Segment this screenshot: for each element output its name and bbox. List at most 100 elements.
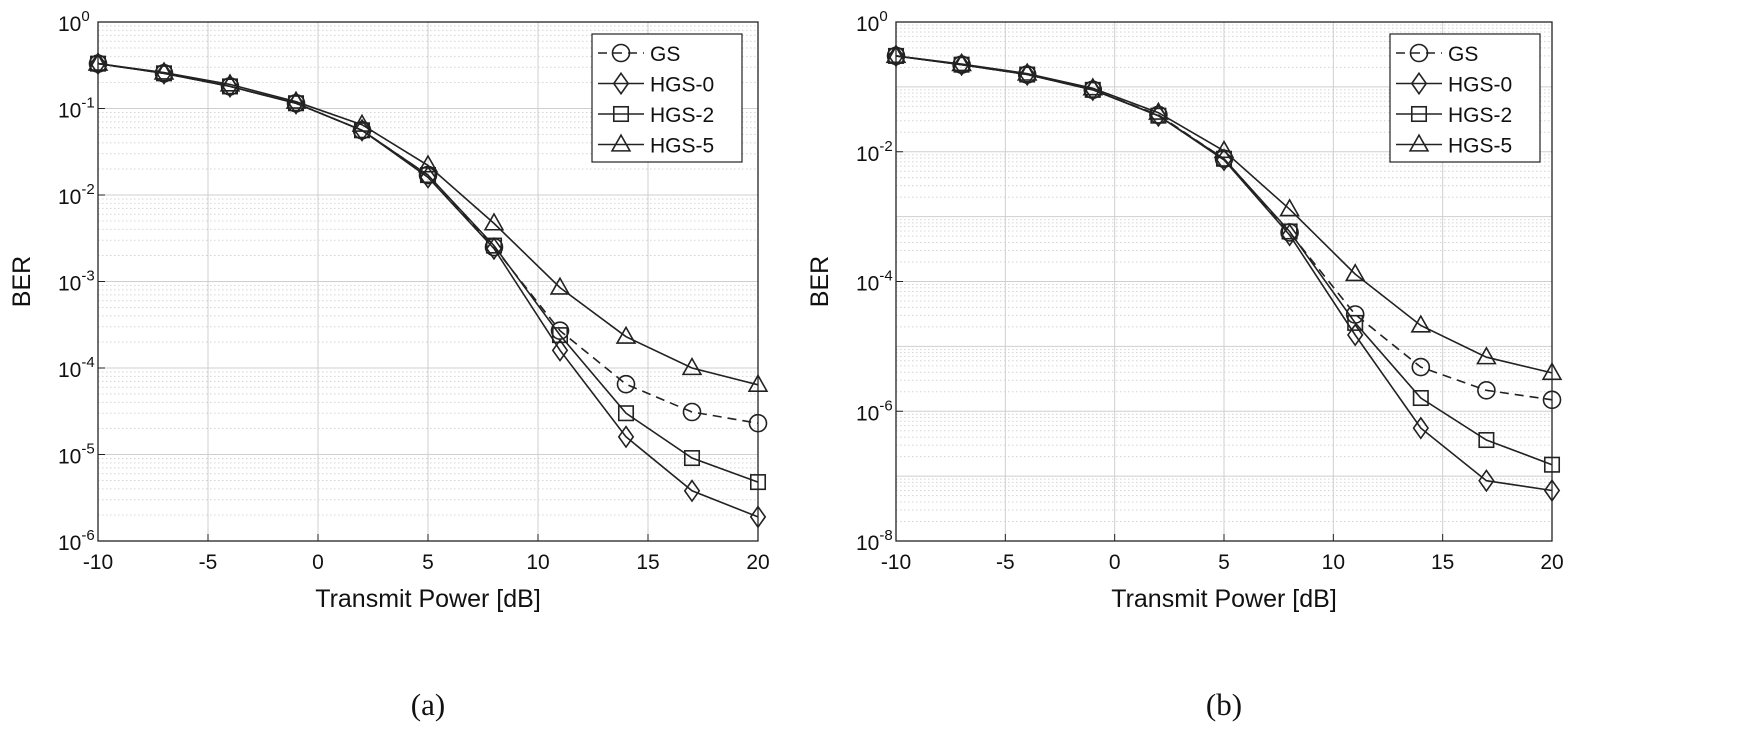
y-tick-exponent: 0 [879,8,887,25]
marker-gs [616,374,636,394]
marker-hgs-5 [417,154,439,173]
y-tick-label: 10-8 [856,527,893,555]
legend-label-gs: GS [650,43,680,66]
series-group [87,52,769,529]
chart-panel-a: -10 -5 0 5 10 15 2010010-110-210-310-410-510-6… [8,8,770,722]
marker-hgs-5 [285,90,307,109]
marker-gs [1083,80,1103,100]
marker-hgs-0 [1281,223,1298,247]
marker-hgs-5 [1541,361,1563,381]
panel-caption: (a) [411,687,445,722]
marker-hgs-2 [1543,456,1561,473]
x-ticks: -10 -5 0 5 10 15 20 [881,534,1564,574]
marker-hgs-5 [615,325,637,344]
marker-gs [1542,390,1562,410]
marker-hgs-5 [1476,346,1497,365]
y-tick-exponent: -4 [81,354,94,371]
marker-hgs-2 [287,95,305,112]
y-tick-exponent: 0 [81,8,89,25]
marker-hgs-0 [683,479,701,503]
marker-hgs-5 [951,53,972,72]
marker-hgs-2 [551,327,569,344]
x-tick-label: -10 [83,551,113,574]
marker-hgs-0 [89,52,107,76]
marker-hgs-0 [1346,323,1364,347]
legend-marker-hgs-5 [1408,133,1430,152]
x-axis-label: Transmit Power [dB] [315,585,541,613]
marker-hgs-5 [1410,314,1432,333]
y-tick-base: 10 [856,13,879,36]
x-tick-label: -5 [199,551,218,574]
x-tick-label: -10 [881,551,911,574]
panel-caption: (b) [1206,687,1242,722]
y-tick-base: 10 [58,186,81,209]
y-tick-base: 10 [856,402,879,425]
x-tick-label: 20 [1540,551,1563,574]
marker-hgs-0 [887,44,905,68]
marker-hgs-2 [419,167,437,184]
marker-hgs-5 [87,52,109,71]
marker-gs [1477,381,1496,400]
marker-hgs-5 [219,73,241,92]
y-tick-base: 10 [58,273,81,296]
marker-hgs-2 [683,450,701,467]
marker-hgs-5 [1082,77,1104,96]
marker-gs [682,402,702,422]
marker-hgs-2 [749,474,767,491]
legend-label-hgs-0: HGS-0 [1448,74,1512,97]
legend-marker-gs [611,43,631,63]
x-tick-label: 15 [636,551,659,574]
marker-hgs-2 [617,405,635,422]
marker-hgs-5 [549,276,571,295]
marker-hgs-5 [1279,198,1300,217]
marker-hgs-5 [153,61,175,80]
y-tick-label: 10-4 [58,354,95,382]
marker-hgs-0 [953,53,970,77]
marker-hgs-2 [1281,223,1298,240]
marker-gs [748,413,768,433]
legend-label-hgs-2: HGS-2 [650,104,714,127]
y-tick-exponent: -4 [879,268,892,285]
marker-hgs-5 [1344,263,1366,282]
y-tick-exponent: -6 [879,397,892,414]
y-tick-label: 100 [58,8,90,36]
y-tick-base: 10 [58,13,81,36]
marker-gs [1411,357,1431,377]
x-axis-label: Transmit Power [dB] [1111,585,1337,613]
series-group [885,44,1563,503]
marker-hgs-2 [485,237,503,254]
legend-label-hgs-5: HGS-5 [1448,135,1512,158]
x-tick-label: -5 [996,551,1015,574]
y-tick-label: 10-6 [856,397,893,425]
legend-marker-hgs-5 [610,133,632,152]
y-axis-label: BER [806,256,834,307]
x-tick-label: 10 [526,551,549,574]
marker-hgs-0 [1018,62,1036,87]
y-tick-label: 10-1 [58,95,95,123]
legend: GS HGS-0 HGS-2 HGS-5 [591,33,743,163]
y-tick-label: 10-4 [856,268,893,296]
series-line-hgs-5 [97,62,759,386]
y-tick-base: 10 [856,532,879,555]
legend-marker-hgs-0 [612,71,630,96]
legend-label-hgs-0: HGS-0 [650,74,714,97]
legend-label-hgs-2: HGS-2 [1448,104,1512,127]
marker-hgs-0 [1543,478,1561,503]
marker-hgs-5 [1213,139,1235,159]
marker-hgs-5 [351,113,373,132]
marker-hgs-0 [1412,416,1430,440]
marker-hgs-0 [617,425,635,449]
legend: GS HGS-0 HGS-2 HGS-5 [1389,33,1541,163]
y-tick-base: 10 [58,446,81,469]
series-line-hgs-5 [895,55,1553,374]
chart-panel-b: -10 -5 0 5 10 15 2010010-210-410-610-8Transmit… [806,8,1564,722]
y-tick-label: 10-3 [58,268,95,296]
marker-hgs-2 [1412,389,1429,407]
legend-marker-hgs-2 [612,105,630,123]
y-tick-base: 10 [58,359,81,382]
marker-hgs-0 [1478,469,1495,493]
series-line-hgs-2 [97,62,759,483]
marker-hgs-0 [485,237,503,261]
marker-hgs-2 [1478,432,1495,449]
